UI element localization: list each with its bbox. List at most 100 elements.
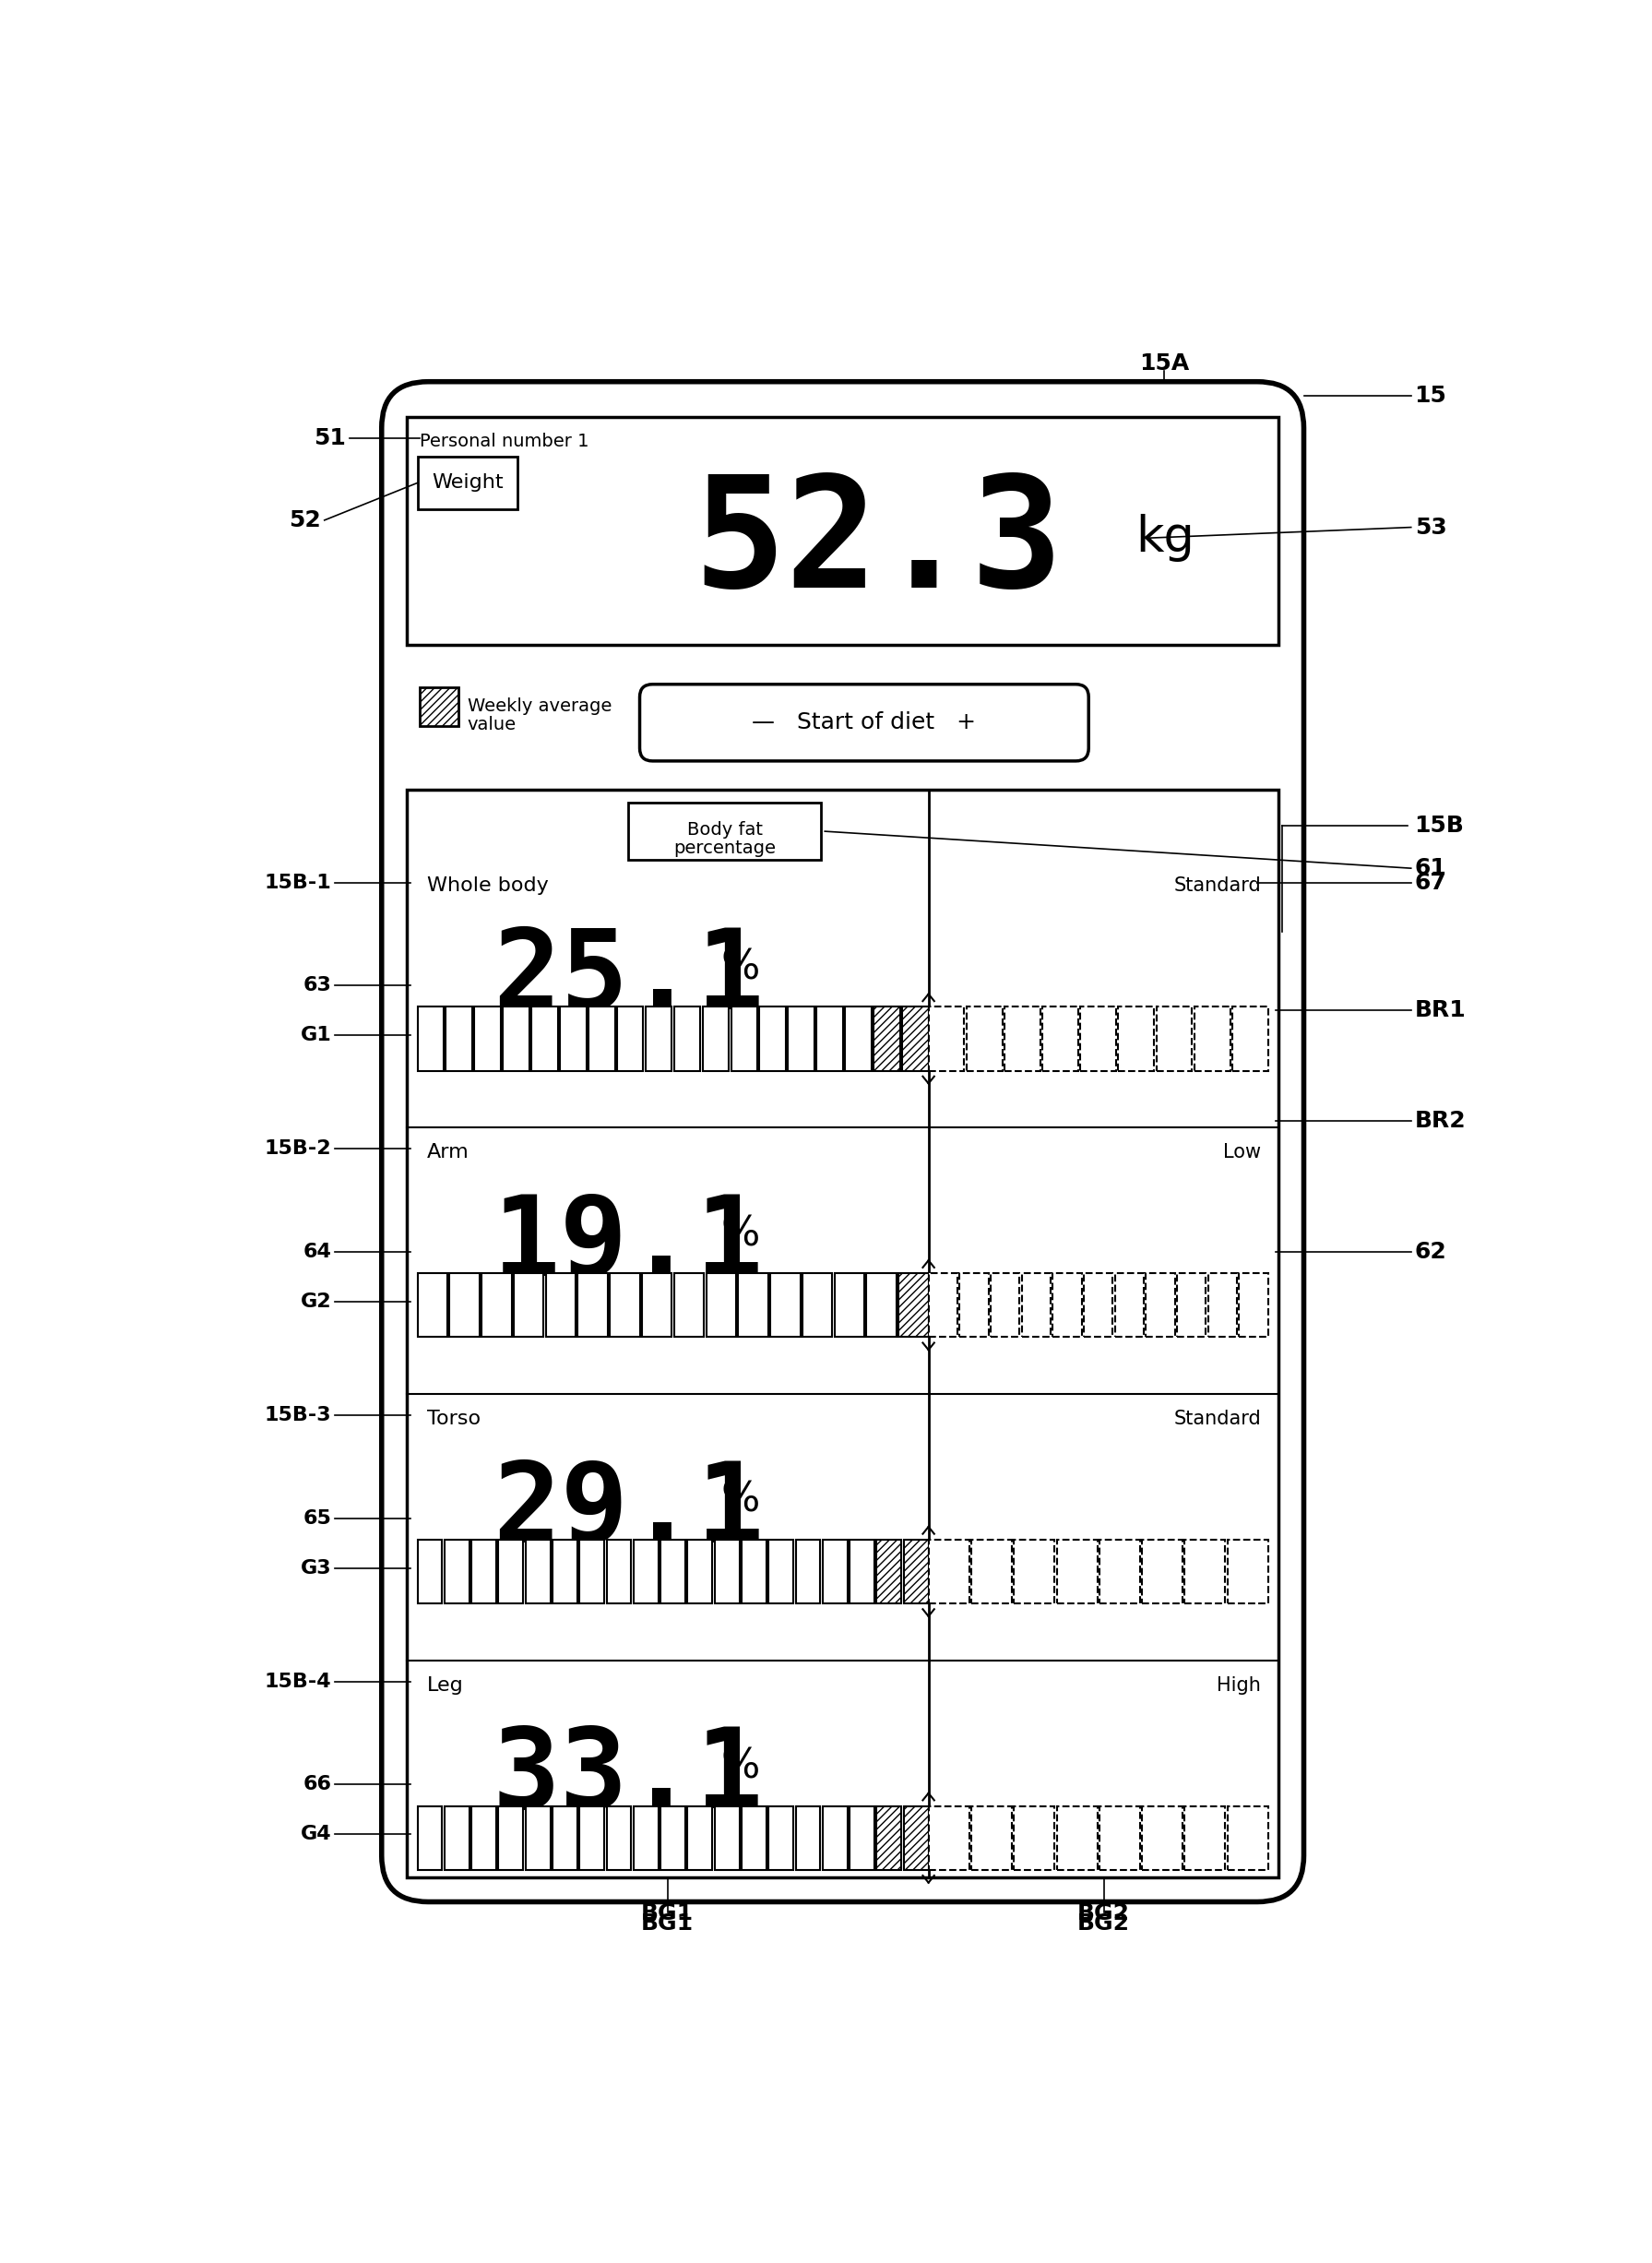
Bar [877, 1806, 902, 1869]
Text: G2: G2 [301, 1292, 332, 1310]
Bar [971, 1806, 1011, 1869]
Bar [768, 1806, 793, 1869]
Bar [471, 1539, 496, 1604]
Bar [633, 1539, 659, 1604]
Text: 29.1: 29.1 [492, 1457, 765, 1566]
Bar [867, 1274, 897, 1337]
Bar [823, 1806, 847, 1869]
Text: 15B-4: 15B-4 [264, 1672, 332, 1690]
Bar [705, 1274, 737, 1337]
Text: 63: 63 [302, 975, 332, 996]
Bar [474, 1007, 501, 1070]
Text: Standard: Standard [1173, 1410, 1260, 1428]
Bar [715, 1539, 740, 1604]
Text: Personal number 1: Personal number 1 [420, 432, 588, 450]
Bar [616, 1007, 643, 1070]
Bar [823, 1539, 847, 1604]
Bar [960, 1274, 988, 1337]
Bar [606, 1539, 631, 1604]
Bar [904, 1539, 928, 1604]
Text: 64: 64 [302, 1242, 332, 1260]
Bar [418, 457, 517, 509]
Bar [674, 1274, 704, 1337]
Bar [1142, 1806, 1183, 1869]
Bar [580, 1806, 605, 1869]
Text: —   Start of diet   +: — Start of diet + [752, 711, 976, 733]
FancyBboxPatch shape [382, 382, 1303, 1901]
Bar [552, 1806, 577, 1869]
Bar [928, 1806, 970, 1869]
Bar [1184, 1539, 1226, 1604]
Bar [580, 1539, 605, 1604]
Bar [643, 1274, 672, 1337]
Bar [1115, 1274, 1143, 1337]
Bar [770, 1274, 800, 1337]
Bar [1057, 1806, 1097, 1869]
Bar [1239, 1274, 1269, 1337]
Text: Low: Low [1222, 1143, 1260, 1161]
Bar [971, 1539, 1011, 1604]
Bar [687, 1806, 712, 1869]
Bar [1084, 1274, 1113, 1337]
FancyBboxPatch shape [639, 683, 1089, 760]
Text: BG2: BG2 [1077, 1901, 1130, 1924]
Bar [418, 1274, 448, 1337]
Bar [760, 1007, 786, 1070]
Bar [899, 1274, 928, 1337]
Text: Leg: Leg [426, 1677, 463, 1695]
Bar [420, 688, 459, 726]
Bar [1208, 1274, 1237, 1337]
Text: BG2: BG2 [1077, 1912, 1130, 1935]
Bar [788, 1007, 814, 1070]
Bar [803, 1274, 833, 1337]
Text: value: value [468, 715, 517, 733]
Text: G3: G3 [301, 1559, 332, 1577]
Bar [928, 1274, 958, 1337]
Bar [552, 1539, 577, 1604]
Bar [646, 1007, 672, 1070]
Bar [560, 1007, 586, 1070]
Text: 19.1: 19.1 [492, 1190, 765, 1299]
Bar [545, 1274, 575, 1337]
Text: %: % [722, 948, 760, 987]
Bar [849, 1539, 874, 1604]
Text: Torso: Torso [426, 1410, 481, 1428]
Bar [1021, 1274, 1051, 1337]
Bar [687, 1539, 712, 1604]
Text: BG1: BG1 [641, 1901, 694, 1924]
Bar [816, 1007, 843, 1070]
Bar [1156, 1007, 1193, 1070]
Bar [633, 1806, 659, 1869]
Text: High: High [1218, 1677, 1260, 1695]
Bar [661, 1539, 686, 1604]
Bar [1004, 1007, 1041, 1070]
Text: G4: G4 [301, 1826, 332, 1844]
Bar [1227, 1539, 1269, 1604]
Text: 15B-3: 15B-3 [264, 1405, 332, 1423]
Text: 62: 62 [1414, 1240, 1447, 1263]
Bar [1227, 1806, 1269, 1869]
Bar [418, 1806, 443, 1869]
Bar [532, 1007, 558, 1070]
Text: 65: 65 [302, 1509, 332, 1528]
Bar [1118, 1007, 1155, 1070]
Text: 15B-2: 15B-2 [264, 1141, 332, 1159]
Bar [502, 1007, 529, 1070]
Bar [1014, 1539, 1054, 1604]
Bar [418, 1007, 444, 1070]
Text: 66: 66 [302, 1776, 332, 1795]
Text: 15A: 15A [1140, 353, 1189, 376]
Bar [1232, 1007, 1269, 1070]
Bar [768, 1539, 793, 1604]
Bar [446, 1007, 472, 1070]
Bar [966, 1007, 1003, 1070]
Bar [1184, 1806, 1226, 1869]
Bar [525, 1539, 550, 1604]
Bar [796, 1539, 821, 1604]
Text: 15: 15 [1414, 385, 1447, 407]
Text: 61: 61 [1414, 858, 1447, 880]
Text: %: % [722, 1480, 760, 1521]
Bar [406, 790, 1279, 1876]
Bar [877, 1539, 902, 1604]
Bar [444, 1539, 469, 1604]
